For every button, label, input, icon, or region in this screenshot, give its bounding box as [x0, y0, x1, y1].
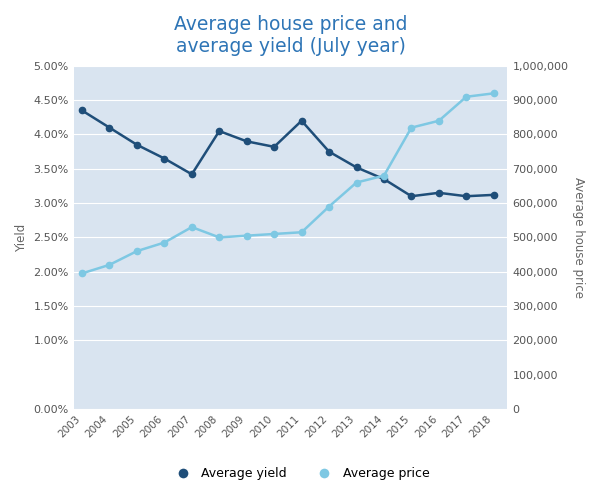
Legend: Average yield, Average price: Average yield, Average price — [165, 462, 435, 485]
Y-axis label: Average house price: Average house price — [572, 177, 585, 298]
Y-axis label: Yield: Yield — [15, 223, 28, 251]
Title: Average house price and
average yield (July year): Average house price and average yield (J… — [174, 15, 407, 56]
